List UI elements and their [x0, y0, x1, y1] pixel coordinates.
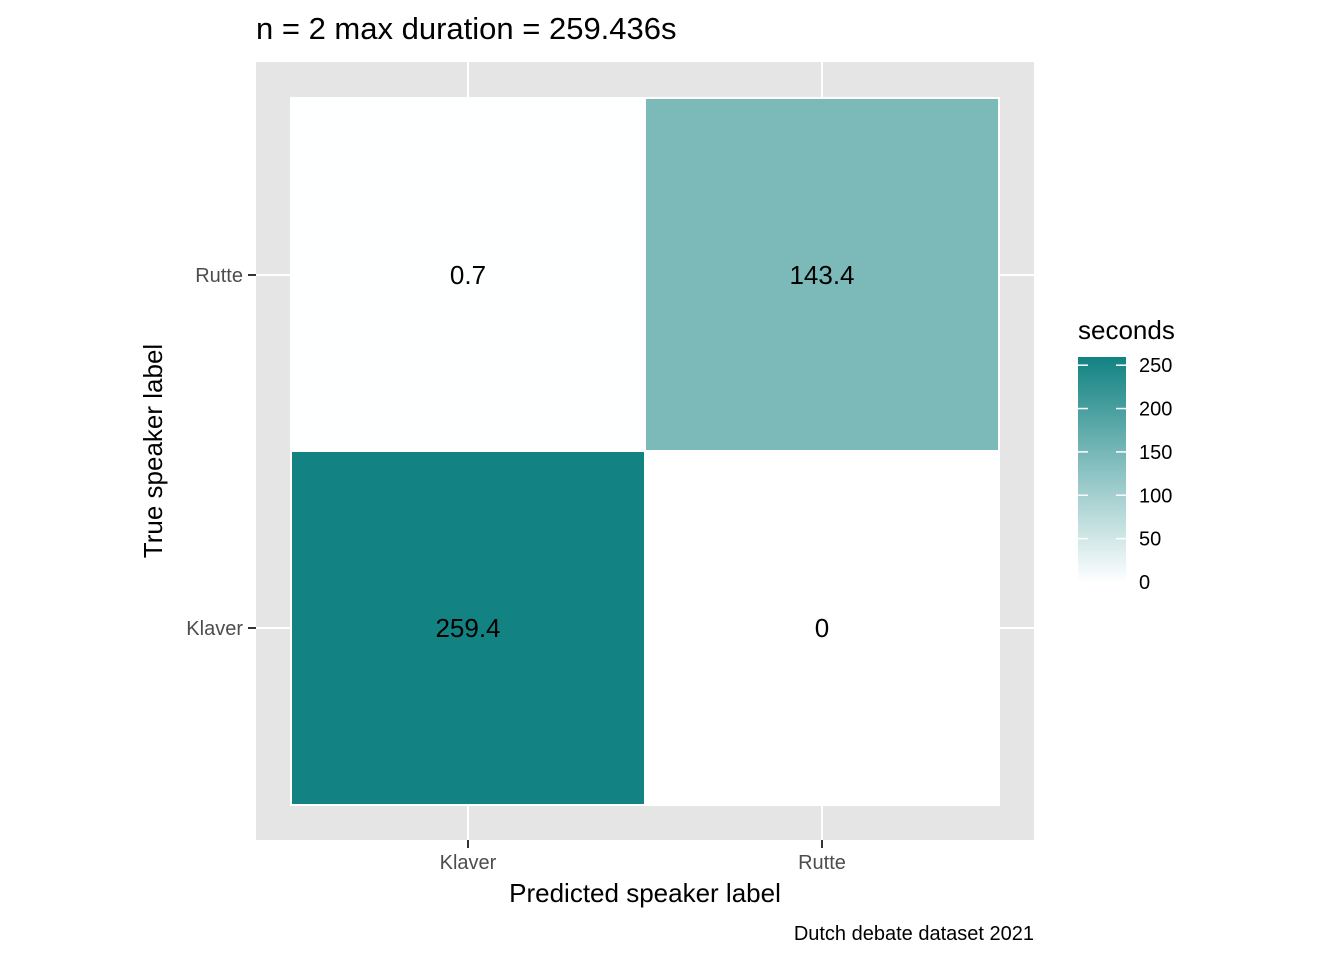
legend-tick-label: 50 — [1139, 529, 1161, 551]
y-axis: Klaver Rutte — [186, 265, 256, 640]
legend-color-bar — [1078, 357, 1126, 582]
color-legend: seconds 0 50 100 150 200 250 — [1078, 315, 1175, 594]
x-tick-label: Rutte — [798, 852, 846, 874]
chart-caption: Dutch debate dataset 2021 — [794, 923, 1034, 945]
legend-tick-label: 100 — [1139, 485, 1172, 507]
legend-title: seconds — [1078, 315, 1175, 345]
cell-value-labels: 0.7 143.4 259.4 0 — [435, 260, 854, 643]
cell-value-label: 143.4 — [789, 260, 854, 290]
y-axis-title: True speaker label — [138, 344, 168, 558]
legend-tick-label: 200 — [1139, 399, 1172, 421]
y-tick-label: Klaver — [186, 618, 243, 640]
x-axis-title: Predicted speaker label — [509, 878, 781, 908]
x-axis: Klaver Rutte — [440, 840, 846, 874]
cell-value-label: 0.7 — [450, 260, 486, 290]
x-tick-label: Klaver — [440, 852, 497, 874]
legend-tick-label: 250 — [1139, 355, 1172, 377]
heatmap-cell — [290, 450, 646, 806]
heatmap-cell — [644, 97, 1000, 453]
chart-title: n = 2 max duration = 259.436s — [256, 11, 677, 46]
y-tick-label: Rutte — [195, 265, 243, 287]
cell-value-label: 259.4 — [435, 613, 500, 643]
legend-tick-label: 150 — [1139, 442, 1172, 464]
heatmap-cell — [644, 450, 1000, 806]
cell-value-label: 0 — [815, 613, 829, 643]
legend-tick-label: 0 — [1139, 572, 1150, 594]
heatmap-cells — [290, 97, 1000, 806]
